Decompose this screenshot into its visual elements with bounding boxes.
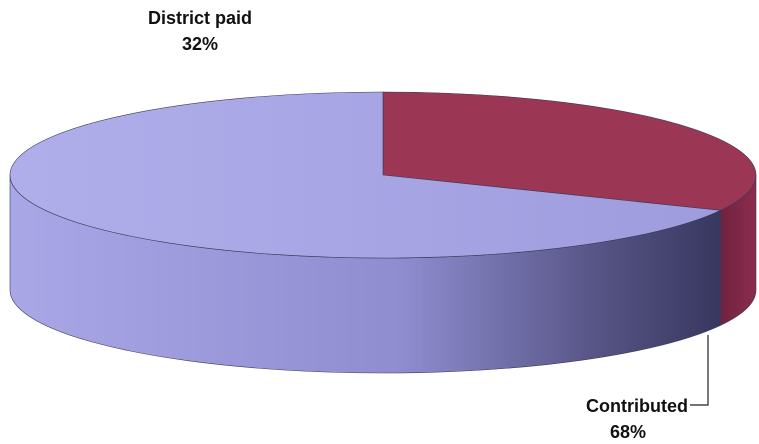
- leader-line-contributed: [690, 335, 709, 406]
- slice-label-contributed: Contributed: [586, 396, 688, 416]
- slice-label-district-paid: District paid: [148, 8, 252, 28]
- pie-slice-district-paid: [382, 91, 757, 211]
- slice-value-district-paid: 32%: [182, 34, 218, 54]
- slice-value-contributed: 68%: [610, 422, 646, 442]
- pie-slice-contributed: [9, 91, 722, 259]
